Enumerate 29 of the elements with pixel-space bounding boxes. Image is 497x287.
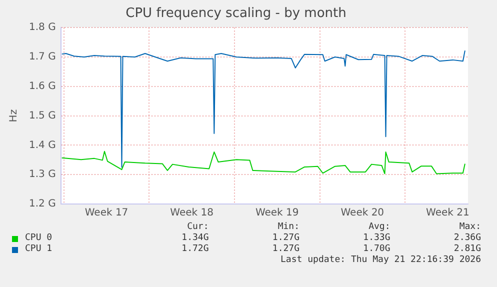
chart-title: CPU frequency scaling - by month [126,6,346,22]
text: 1.27G [271,244,300,255]
legend-label: CPU 1 [24,244,54,255]
y-tick-label: 1.3 G [28,169,56,180]
text: 1.70G [362,244,392,255]
x-tick-label: Week 17 [84,208,128,219]
y-tick-label: 1.7 G [28,52,56,63]
text: 2.36G [452,233,482,244]
legend-label: CPU 0 [24,233,54,244]
y-tick-label: 1.4 G [28,140,56,151]
text: Max: [458,222,482,233]
text: Avg: [368,222,392,233]
y-tick-label: 1.5 G [28,110,56,122]
y-axis-title: Hz [8,109,20,122]
x-tick-label: Week 19 [255,208,299,219]
text: Min: [276,222,300,233]
x-tick-label: Week 21 [426,208,470,219]
x-tick-label: Week 18 [170,208,214,219]
y-tick-label: 1.2 G [28,198,56,210]
text: Cur: [186,222,210,233]
text: 2.81G [452,244,482,255]
y-tick-label: 1.8 G [28,22,56,34]
text: 1.27G [271,233,300,244]
text: 1.33G [362,233,392,244]
y-tick-label: 1.6 G [28,80,56,92]
text: 1.72G [180,244,210,255]
text: Last update: Thu May 21 22:16:39 2026 [280,255,482,266]
text: 1.34G [180,233,210,244]
x-tick-label: Week 20 [340,208,384,219]
